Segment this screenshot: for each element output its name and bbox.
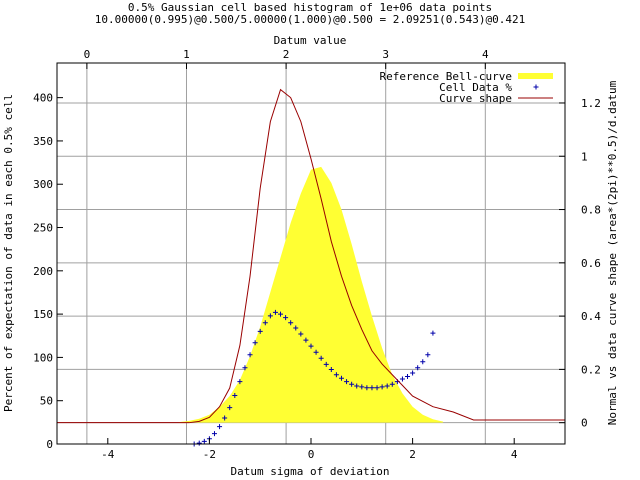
data-point — [232, 393, 238, 399]
y-tick-label: 200 — [33, 265, 53, 278]
data-point — [359, 384, 365, 390]
data-point — [303, 337, 309, 343]
series-reference-bell-curve — [178, 166, 444, 423]
y-tick-label: 400 — [33, 92, 53, 105]
y-tick-label: 300 — [33, 178, 53, 191]
legend-label: Reference Bell-curve — [380, 70, 512, 83]
x-tick-label: 0 — [308, 448, 315, 461]
data-point — [374, 385, 380, 391]
legend-label: Cell Data % — [439, 81, 512, 94]
data-point — [252, 340, 258, 346]
data-point — [344, 379, 350, 385]
data-point — [420, 359, 426, 365]
y2-tick-label: 0.6 — [581, 257, 601, 270]
x2-tick-label: 1 — [183, 48, 190, 61]
data-point — [293, 325, 299, 331]
data-point — [384, 383, 390, 389]
data-point — [399, 376, 405, 382]
data-point — [262, 320, 268, 326]
data-point — [323, 361, 329, 367]
x-axis-label: Datum sigma of deviation — [231, 465, 390, 478]
data-point — [379, 384, 385, 390]
legend-label: Curve shape — [439, 92, 512, 105]
x-tick-label: -4 — [101, 448, 115, 461]
legend-item: Curve shape — [439, 92, 553, 105]
data-point — [237, 379, 243, 385]
axes: -4 -2 0 2 4 0 1 2 3 4 0 50 100 150 200 250 300 350 400 0 0.2… — [33, 48, 601, 461]
data-point — [410, 370, 416, 376]
x2-tick-label: 0 — [84, 48, 91, 61]
data-point — [430, 330, 436, 336]
data-point — [217, 424, 223, 430]
data-point — [415, 365, 421, 371]
data-point — [227, 405, 233, 411]
data-point — [313, 349, 319, 355]
y-tick-label: 100 — [33, 351, 53, 364]
legend-swatch — [533, 84, 539, 90]
data-point — [425, 352, 431, 358]
data-point — [288, 320, 294, 326]
y2-tick-label: 0 — [581, 417, 588, 430]
x2-tick-label: 4 — [482, 48, 489, 61]
data-point — [369, 385, 375, 391]
data-point — [242, 365, 248, 371]
x2-tick-label: 3 — [382, 48, 389, 61]
y-tick-label: 50 — [40, 395, 53, 408]
data-point — [283, 315, 289, 321]
x-tick-label: 2 — [409, 448, 416, 461]
data-point — [308, 343, 314, 349]
y2-tick-label: 0.4 — [581, 310, 601, 323]
y2-axis-label: Normal vs data curve shape (area*(2pi)**… — [606, 80, 619, 425]
data-point — [201, 438, 207, 444]
legend-swatch — [518, 73, 553, 79]
chart-title: 0.5% Gaussian cell based histogram of 1e… — [128, 1, 492, 14]
y-tick-label: 150 — [33, 308, 53, 321]
data-point — [405, 373, 411, 379]
data-point — [318, 355, 324, 361]
data-point — [211, 431, 217, 437]
x2-tick-label: 2 — [283, 48, 290, 61]
data-point — [222, 415, 228, 421]
data-point — [272, 309, 278, 315]
data-point — [338, 375, 344, 381]
data-point — [328, 367, 334, 373]
data-point — [267, 313, 273, 319]
data-point — [333, 372, 339, 378]
legend-item: Cell Data % — [439, 81, 539, 94]
data-point — [354, 383, 360, 389]
x-tick-label: -2 — [203, 448, 216, 461]
series-curve-shape — [57, 88, 565, 424]
legend-item: Reference Bell-curve — [380, 70, 553, 83]
data-point — [349, 381, 355, 387]
y-tick-label: 250 — [33, 222, 53, 235]
data-point — [257, 328, 263, 334]
y2-tick-label: 0.2 — [581, 363, 601, 376]
y-axis-label: Percent of expectation of data in each 0… — [2, 94, 15, 412]
y2-tick-label: 1.2 — [581, 97, 601, 110]
data-point — [364, 385, 370, 391]
series-layer — [57, 88, 565, 447]
data-point — [196, 440, 202, 446]
data-point — [389, 381, 395, 387]
data-point — [247, 352, 253, 358]
y-tick-label: 350 — [33, 135, 53, 148]
x-tick-label: 4 — [511, 448, 518, 461]
data-point — [278, 311, 284, 317]
y2-tick-label: 0.8 — [581, 204, 601, 217]
y-tick-label: 0 — [46, 438, 53, 451]
y2-tick-label: 1 — [581, 150, 588, 163]
data-point — [298, 331, 304, 337]
chart-subtitle: 10.00000(0.995)@0.500/5.00000(1.000)@0.5… — [95, 13, 525, 26]
x2-axis-label: Datum value — [274, 34, 347, 47]
